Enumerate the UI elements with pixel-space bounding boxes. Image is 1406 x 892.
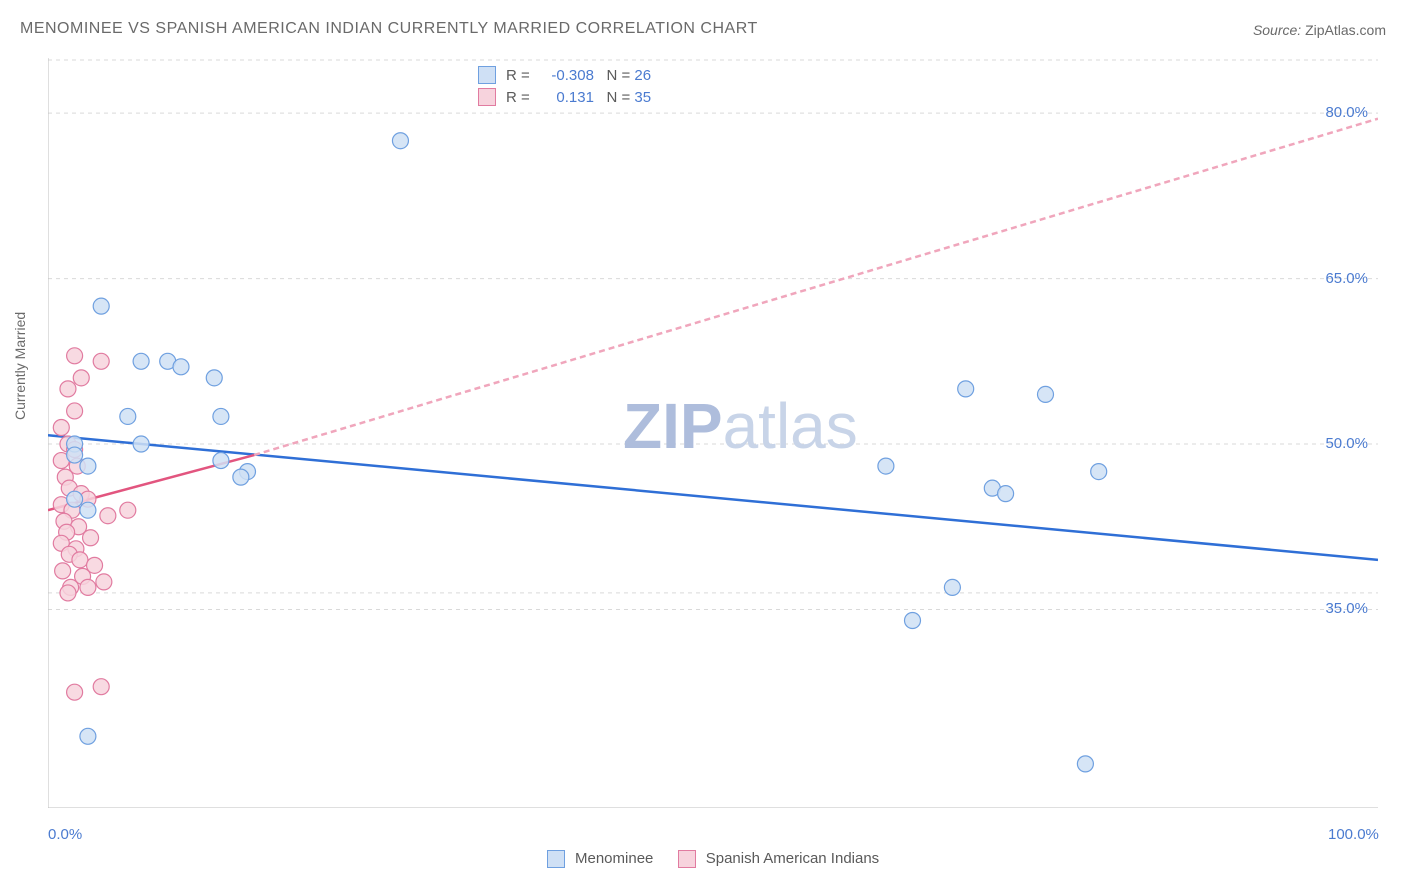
source-value: ZipAtlas.com (1305, 22, 1386, 38)
legend-swatch (478, 88, 496, 106)
y-tick-label: 65.0% (1325, 270, 1368, 287)
correlation-legend: R = -0.308 N = 26R = 0.131 N = 35 (478, 64, 651, 108)
x-tick-label: 100.0% (1328, 826, 1379, 843)
n-label: N = (606, 67, 634, 84)
legend-label-menominee: Menominee (575, 850, 653, 867)
correlation-legend-row: R = -0.308 N = 26 (478, 64, 651, 86)
n-value: 26 (634, 67, 651, 84)
legend-label-spanish: Spanish American Indians (706, 850, 879, 867)
legend-swatch (478, 66, 496, 84)
y-tick-label: 80.0% (1325, 104, 1368, 121)
bottom-legend: Menominee Spanish American Indians (0, 850, 1406, 868)
legend-swatch-spanish (678, 850, 696, 868)
legend-swatch-menominee (547, 850, 565, 868)
correlation-legend-row: R = 0.131 N = 35 (478, 86, 651, 108)
source-label: Source: (1253, 22, 1301, 38)
y-axis-label: Currently Married (12, 312, 28, 420)
source-attribution: Source: ZipAtlas.com (1253, 22, 1386, 38)
r-label: R = (506, 67, 534, 84)
chart-title: MENOMINEE VS SPANISH AMERICAN INDIAN CUR… (20, 20, 758, 38)
n-value: 35 (634, 89, 651, 106)
chart-area: ZIPatlas (48, 58, 1378, 808)
x-tick-label: 0.0% (48, 826, 82, 843)
y-tick-label: 50.0% (1325, 435, 1368, 452)
r-label: R = (506, 89, 534, 106)
y-tick-label: 35.0% (1325, 600, 1368, 617)
n-label: N = (606, 89, 634, 106)
r-value: 0.131 (534, 89, 594, 106)
svg-text:ZIPatlas: ZIPatlas (623, 390, 858, 462)
r-value: -0.308 (534, 67, 594, 84)
scatter-chart: ZIPatlas (48, 58, 1378, 808)
